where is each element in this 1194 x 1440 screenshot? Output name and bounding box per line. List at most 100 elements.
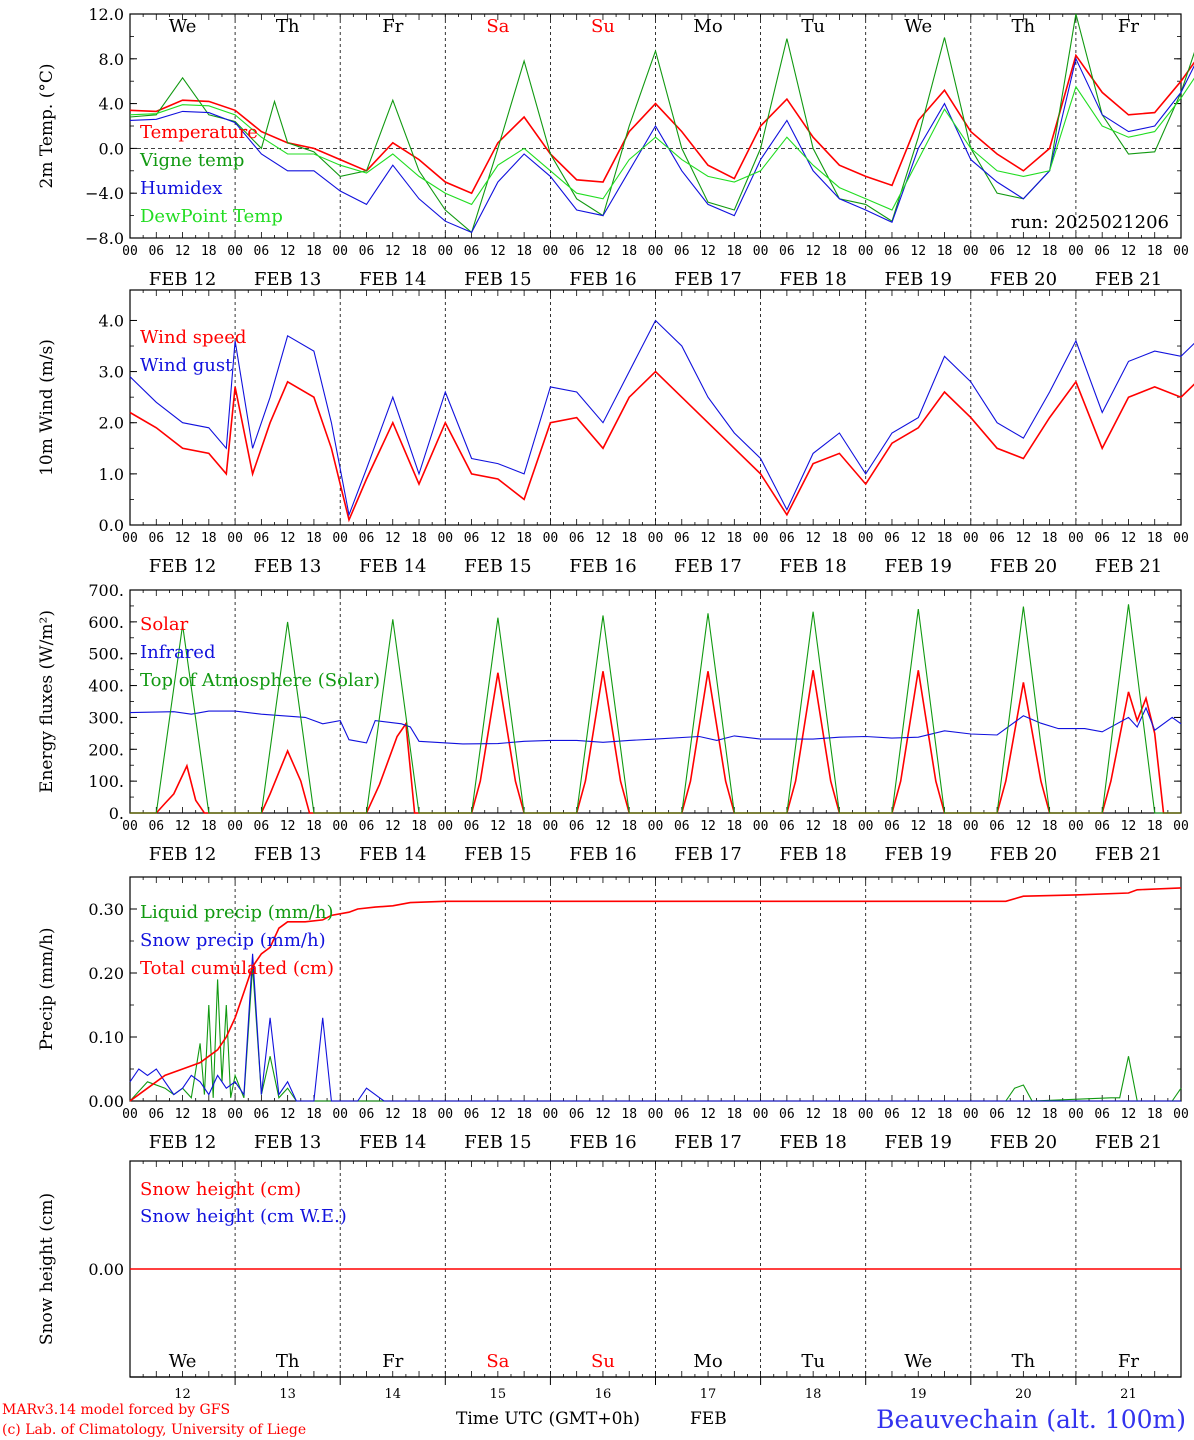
hour-label: 06 [359, 819, 375, 834]
hour-label: 12 [1016, 1107, 1032, 1122]
hour-label: 12 [385, 531, 401, 546]
hour-label: 18 [621, 531, 637, 546]
hour-label: 12 [490, 819, 506, 834]
hour-label: 18 [937, 1107, 953, 1122]
series-line [129, 706, 1182, 745]
hour-label: 00 [1173, 819, 1189, 834]
hour-label: 12 [490, 531, 506, 546]
date-label: FEB 14 [359, 556, 426, 577]
hour-label: 00 [543, 531, 559, 546]
model-credit: MARv3.14 model forced by GFS [2, 1402, 230, 1418]
y-tick-label: 12.0 [88, 5, 124, 24]
hour-label: 00 [437, 819, 453, 834]
hour-label: 00 [543, 244, 559, 259]
hour-label: 12 [595, 531, 611, 546]
hour-label: 12 [595, 244, 611, 259]
weekday-label: Tu [801, 1351, 825, 1372]
hour-label: 06 [884, 819, 900, 834]
hour-label: 00 [648, 819, 664, 834]
hour-label: 06 [254, 244, 270, 259]
hour-label: 18 [201, 244, 217, 259]
hour-label: 18 [411, 244, 427, 259]
weekday-label: We [169, 1351, 197, 1372]
hour-label: 00 [1068, 1107, 1084, 1122]
legend-entry: Snow height (cm W.E.) [140, 1206, 347, 1227]
y-axis-label: 10m Wind (m/s) [37, 339, 57, 476]
y-tick-label: 700. [88, 581, 124, 600]
weekday-label: Tu [801, 16, 825, 37]
hour-label: 18 [1042, 244, 1058, 259]
hour-label: 12 [490, 244, 506, 259]
y-tick-label: 0. [109, 804, 124, 823]
hour-label: 12 [1121, 531, 1137, 546]
weekday-label: We [904, 16, 932, 37]
hour-label: 06 [989, 1107, 1005, 1122]
y-tick-label: 100. [88, 772, 124, 791]
series-line [129, 77, 1194, 211]
hour-label: 00 [648, 1107, 664, 1122]
hour-label: 18 [832, 244, 848, 259]
hour-label: 12 [805, 244, 821, 259]
hour-label: 00 [122, 819, 138, 834]
date-label: FEB 16 [569, 269, 636, 290]
hour-label: 18 [411, 1107, 427, 1122]
hour-label: 00 [1173, 1107, 1189, 1122]
day-number: 18 [805, 1387, 822, 1402]
legend-entry: Snow precip (mm/h) [140, 930, 326, 951]
date-label: FEB 12 [149, 556, 216, 577]
hour-label: 00 [753, 531, 769, 546]
y-tick-label: 0.30 [88, 900, 124, 919]
date-label: FEB 12 [149, 1132, 216, 1153]
legend-entry: Solar [140, 614, 189, 635]
date-label: FEB 19 [885, 269, 952, 290]
hour-label: 06 [1094, 1107, 1110, 1122]
panel-3: 700. 600. 500. 400. 300. 200. 100. 0. Energy flu… [37, 581, 1189, 865]
hour-label: 00 [648, 244, 664, 259]
hour-label: 18 [937, 531, 953, 546]
hour-label: 12 [910, 819, 926, 834]
weekday-label: Mo [693, 16, 722, 37]
y-tick-label: 0.0 [99, 139, 124, 158]
hour-label: 06 [1094, 819, 1110, 834]
legend-entry: Infrared [140, 642, 215, 663]
hour-label: 12 [700, 1107, 716, 1122]
hour-label: 12 [175, 531, 191, 546]
date-label: FEB 21 [1095, 556, 1162, 577]
y-tick-label: 0.10 [88, 1028, 124, 1047]
hour-label: 18 [516, 531, 532, 546]
weekday-label: Th [276, 1351, 300, 1372]
hour-label: 18 [1147, 244, 1163, 259]
legend-entry: DewPoint Temp [140, 206, 283, 227]
hour-label: 06 [884, 531, 900, 546]
y-tick-label: 4.0 [99, 95, 124, 114]
hour-label: 06 [1094, 531, 1110, 546]
month-label: FEB [690, 1409, 727, 1429]
hour-label: 18 [1042, 531, 1058, 546]
hour-label: 00 [1173, 244, 1189, 259]
hour-label: 12 [910, 531, 926, 546]
y-tick-label: 200. [88, 740, 124, 759]
hour-label: 06 [148, 531, 164, 546]
day-number: 13 [279, 1387, 296, 1402]
date-label: FEB 14 [359, 1132, 426, 1153]
date-label: FEB 18 [779, 1132, 846, 1153]
weekday-label: Sa [486, 16, 509, 37]
hour-label: 06 [464, 244, 480, 259]
hour-label: 18 [306, 244, 322, 259]
date-label: FEB 21 [1095, 844, 1162, 865]
legend-entry: Top of Atmosphere (Solar) [140, 670, 380, 691]
hour-label: 12 [805, 531, 821, 546]
hour-label: 18 [726, 531, 742, 546]
hour-label: 18 [726, 819, 742, 834]
day-number: 16 [595, 1387, 612, 1402]
hour-label: 12 [280, 244, 296, 259]
date-label: FEB 20 [990, 269, 1057, 290]
date-label: FEB 17 [674, 556, 741, 577]
date-label: FEB 12 [149, 844, 216, 865]
hour-label: 00 [963, 1107, 979, 1122]
hour-label: 00 [753, 819, 769, 834]
hour-label: 06 [148, 819, 164, 834]
day-number: 17 [700, 1387, 717, 1402]
y-tick-label: 4.0 [99, 311, 124, 330]
weekday-label: Fr [382, 1351, 403, 1372]
